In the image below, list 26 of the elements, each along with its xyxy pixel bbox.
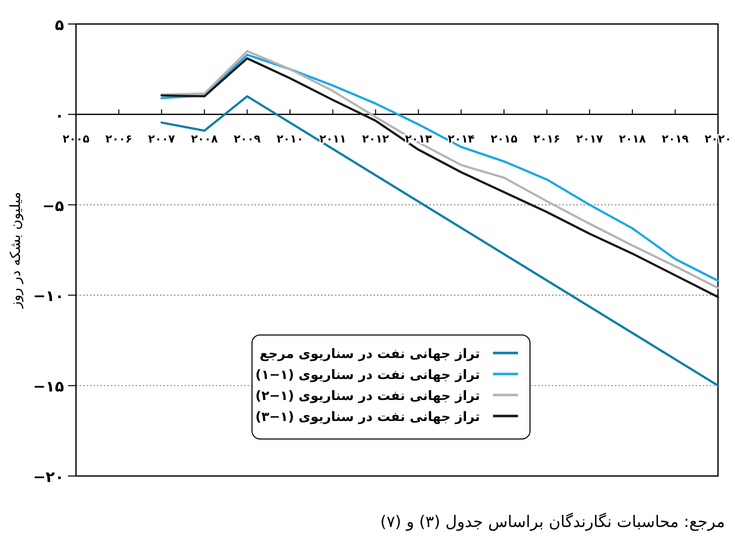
- x-tick-label: ۲۰۰۶: [105, 132, 132, 146]
- x-tick-label: ۲۰۱۹: [662, 132, 689, 146]
- y-tick-label: −۵: [42, 196, 64, 215]
- x-tick-label: ۲۰۱۳: [404, 132, 432, 146]
- y-tick-label: −۲۰: [33, 468, 64, 486]
- x-tick-label: ۲۰۰۸: [190, 132, 218, 146]
- x-tick-label: ۲۰۱۲: [362, 132, 390, 146]
- x-tick-label: ۲۰۰۷: [148, 132, 176, 146]
- legend-label: تراز جهانی نفت در سناریوی (۱−۳): [255, 410, 480, 425]
- y-tick-label: −۱۰: [33, 287, 64, 306]
- y-tick-label: −۱۵: [33, 378, 64, 396]
- x-tick-label: ۲۰۱۰: [276, 132, 304, 146]
- legend-label: تراز جهانی نفت در سناریوی (۱−۱): [255, 368, 480, 383]
- x-tick-label: ۲۰۱۶: [533, 132, 560, 146]
- legend-label: تراز جهانی نفت در سناریوی مرجع: [260, 347, 480, 362]
- x-tick-label: ۲۰۱۴: [448, 132, 475, 146]
- x-tick-label: ۲۰۱۱: [319, 132, 346, 146]
- text: مرجع: محاسبات نگارندگان براساس جدول (۳) و (۷): [380, 512, 725, 531]
- x-tick-label: ۲۰۰۹: [234, 132, 261, 146]
- y-tick-label: ۵: [54, 16, 64, 34]
- x-tick-label: ۲۰۱۵: [490, 132, 518, 146]
- x-tick-label: ۲۰۱۸: [618, 132, 646, 146]
- legend-label: تراز جهانی نفت در سناریوی (۱−۲): [255, 389, 480, 404]
- y-axis-title: میلیون بشکه در روز: [8, 192, 24, 310]
- x-tick-label: ۲۰۱۷: [576, 132, 604, 146]
- y-tick-label: ۰: [54, 106, 64, 124]
